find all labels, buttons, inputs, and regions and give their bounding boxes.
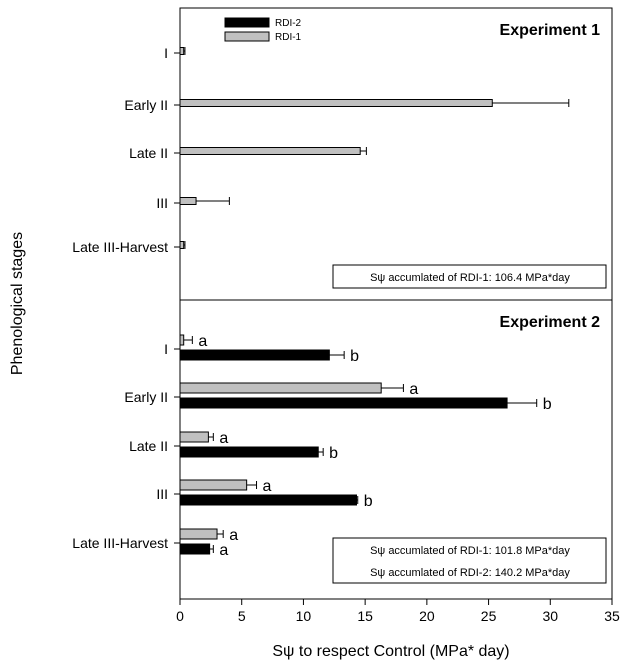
- significance-letter: b: [543, 396, 552, 413]
- x-tick-label: 35: [604, 608, 620, 624]
- x-axis-title: Sψ to respect Control (MPa* day): [272, 643, 509, 660]
- category-label: I: [164, 45, 168, 61]
- significance-letter: a: [198, 333, 207, 350]
- bar: [179, 334, 185, 346]
- category-label: Late II: [129, 145, 168, 161]
- annotation-text: Sψ accumlated of RDI-2: 140.2 MPa*day: [370, 567, 570, 579]
- significance-letter: a: [229, 527, 238, 544]
- significance-letter: a: [219, 430, 228, 447]
- significance-letter: b: [350, 348, 359, 365]
- plot-frame: [179, 7, 613, 600]
- category-label: Early II: [124, 97, 168, 113]
- bar: [179, 528, 218, 540]
- panel-title: Experiment 2: [500, 314, 601, 331]
- annotation-box: [332, 537, 607, 584]
- x-tick-label: 25: [481, 608, 497, 624]
- y-axis-title: Phenological stages: [9, 232, 26, 375]
- bar: [179, 479, 248, 491]
- category-label: I: [164, 341, 168, 357]
- x-tick-label: 30: [542, 608, 558, 624]
- significance-letter: a: [409, 381, 418, 398]
- x-tick-label: 0: [176, 608, 184, 624]
- legend-label: RDI-2: [275, 18, 302, 29]
- annotation-box: [332, 264, 607, 289]
- bar: [179, 382, 382, 394]
- category-label: III: [156, 486, 168, 502]
- category-label: Late III-Harvest: [72, 239, 168, 255]
- category-label: Late III-Harvest: [72, 535, 168, 551]
- bar: [179, 349, 330, 361]
- annotation-text: Sψ accumlated of RDI-1: 106.4 MPa*day: [370, 272, 570, 284]
- annotation-text: Sψ accumlated of RDI-1: 101.8 MPa*day: [370, 545, 570, 557]
- bar: [179, 494, 358, 506]
- legend-swatch: [224, 17, 270, 28]
- panel-title: Experiment 1: [500, 22, 601, 39]
- significance-letter: a: [219, 542, 228, 559]
- bar: [179, 431, 209, 443]
- x-tick-label: 20: [419, 608, 435, 624]
- category-label: Late II: [129, 438, 168, 454]
- bar: [179, 241, 185, 249]
- bar: [179, 197, 197, 205]
- bar: [179, 543, 211, 555]
- significance-letter: b: [329, 445, 338, 462]
- significance-letter: a: [263, 478, 272, 495]
- legend-swatch: [224, 31, 270, 42]
- significance-letter: b: [364, 493, 373, 510]
- bar: [179, 99, 493, 107]
- bar: [179, 397, 508, 409]
- category-label: III: [156, 195, 168, 211]
- legend-label: RDI-1: [275, 32, 302, 43]
- bar: [179, 147, 361, 155]
- bar: [179, 446, 319, 458]
- x-tick-label: 5: [238, 608, 246, 624]
- bar: [179, 47, 185, 55]
- x-tick-label: 10: [296, 608, 312, 624]
- category-label: Early II: [124, 389, 168, 405]
- x-tick-label: 15: [357, 608, 373, 624]
